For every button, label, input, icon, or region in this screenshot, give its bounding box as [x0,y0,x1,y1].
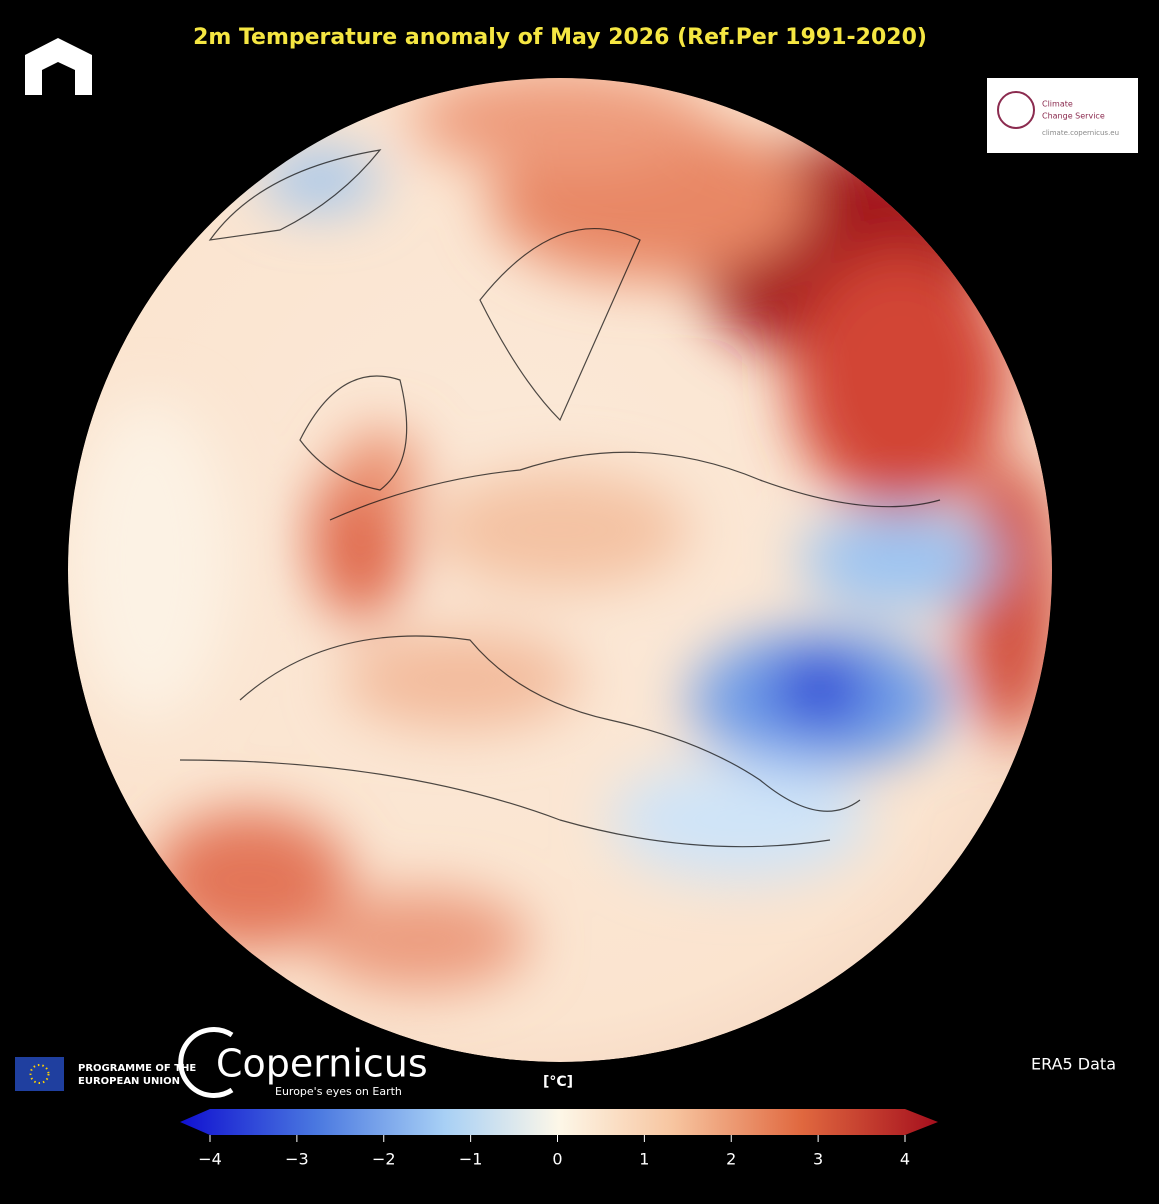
tick-label: −1 [459,1150,483,1169]
tick-label: 0 [552,1150,562,1169]
copernicus-arc [178,1027,234,1098]
eu-stars [29,1064,50,1084]
service-badge [987,78,1138,153]
colorbar-ticks: −4 −3 −2 −1 0 1 2 3 4 [198,1135,910,1169]
badge-url: climate.copernicus.eu [1042,129,1119,137]
tick-label: 2 [726,1150,736,1169]
badge-line1: Climate [1042,100,1073,109]
tick-label: −4 [198,1150,222,1169]
tick-label: 3 [813,1150,823,1169]
programme-line1: PROGRAMME OF THE [78,1063,196,1074]
colorbar [180,1109,938,1135]
map-title: 2m Temperature anomaly of May 2026 (Ref.… [193,25,927,50]
programme-line2: EUROPEAN UNION [78,1076,180,1087]
app-logo [25,38,92,95]
data-source: ERA5 Data [1031,1055,1116,1074]
copernicus-tagline: Europe's eyes on Earth [275,1085,402,1098]
badge-icon [997,91,1035,129]
badge-line2: Change Service [1042,112,1105,121]
tick-label: −3 [285,1150,309,1169]
tick-label: 4 [900,1150,910,1169]
tick-label: 1 [639,1150,649,1169]
eu-flag [15,1057,64,1091]
colorbar-label: [°C] [543,1074,573,1090]
tick-label: −2 [372,1150,396,1169]
globe [68,78,1052,1062]
copernicus-brand: Copernicus [216,1042,428,1086]
